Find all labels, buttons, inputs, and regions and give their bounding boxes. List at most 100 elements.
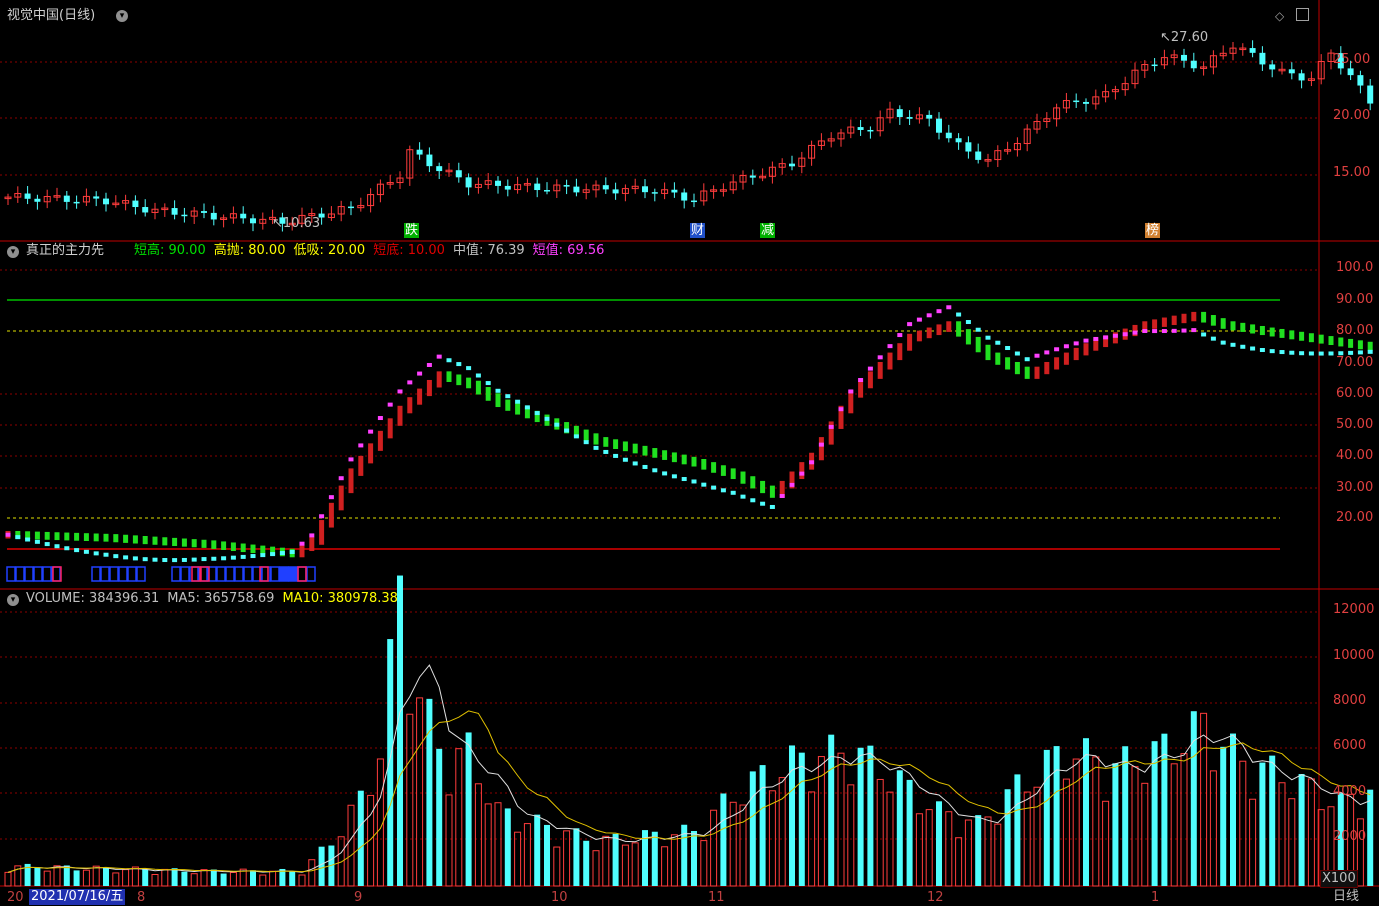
volume-bar	[906, 779, 913, 886]
indicator-bar	[240, 543, 246, 553]
indicator-bar	[573, 425, 579, 438]
candle-body	[789, 163, 795, 167]
indicator-marker	[230, 555, 236, 560]
signal-box	[42, 566, 52, 582]
volume-bar	[34, 867, 41, 886]
signal-box	[225, 566, 235, 582]
volume-values: VOLUME: 384396.31 MA5: 365758.69 MA10: 380…	[26, 591, 406, 607]
candle-body	[14, 193, 22, 198]
candle-body	[171, 208, 178, 215]
indicator-bar	[652, 448, 658, 458]
candle-body	[308, 213, 316, 216]
indicator-marker	[720, 488, 726, 493]
indicator-menu-icon[interactable]: ▾	[7, 246, 19, 258]
signal-box	[270, 566, 280, 582]
volume-bar	[1043, 749, 1050, 886]
candle-body	[553, 184, 561, 192]
indicator-marker	[1181, 328, 1187, 333]
indicator-bar	[436, 371, 442, 388]
volume-bar	[984, 816, 992, 887]
period-label[interactable]: 日线	[1333, 889, 1360, 904]
indicator-name[interactable]: 真正的主力先	[26, 243, 105, 258]
indicator-marker	[15, 535, 21, 540]
indicator-bar	[475, 380, 481, 395]
indicator-marker	[270, 552, 276, 557]
window-layout-icon[interactable]	[1296, 8, 1309, 21]
candle-body	[984, 159, 992, 162]
candle-body	[1249, 48, 1256, 53]
indicator-marker	[965, 320, 971, 325]
indicator-marker	[1318, 351, 1324, 356]
indicator-marker	[652, 468, 658, 473]
candle-body	[327, 213, 335, 219]
signal-box	[243, 566, 253, 582]
volume-bar	[92, 865, 100, 887]
indicator-marker	[956, 312, 962, 317]
volume-bar	[759, 765, 766, 886]
candle-body	[808, 144, 816, 159]
candle-body	[1092, 96, 1100, 105]
candle-body	[426, 154, 433, 167]
price-y-tick: 15.00	[1333, 165, 1371, 180]
indicator-marker	[328, 495, 334, 500]
indicator-marker	[397, 389, 403, 394]
candle-body	[474, 183, 482, 188]
indicator-bar	[828, 421, 834, 445]
volume-y-tick: 10000	[1333, 648, 1375, 663]
event-marker[interactable]: 财	[690, 223, 706, 238]
candle-body	[847, 126, 855, 134]
volume-bar	[1298, 774, 1305, 886]
volume-bar	[994, 823, 1002, 887]
indicator-bar	[818, 437, 824, 461]
candle-body	[612, 189, 619, 194]
signal-box	[207, 566, 217, 582]
volume-bar	[24, 863, 31, 886]
indicator-marker	[201, 557, 207, 562]
volume-bar	[14, 865, 22, 887]
candle-body	[573, 186, 580, 193]
indicator-bar	[426, 379, 432, 397]
candle-body	[1229, 47, 1237, 54]
candle-body	[1367, 85, 1374, 104]
indicator-bar	[848, 390, 854, 414]
indicator-bar	[1103, 335, 1109, 348]
dropdown-icon[interactable]: ▾	[116, 10, 128, 22]
indicator-bar	[1269, 327, 1275, 337]
volume-bar	[1278, 782, 1286, 887]
indicator-bar	[211, 540, 217, 549]
candle-body	[210, 212, 217, 220]
indicator-field: 低吸: 20.00	[293, 243, 366, 258]
indicator-marker	[1357, 350, 1363, 355]
diamond-icon[interactable]: ◇	[1275, 9, 1285, 23]
indicator-bar	[338, 485, 344, 511]
candle-body	[259, 218, 267, 224]
candle-body	[671, 189, 678, 193]
indicator-bar	[93, 533, 99, 542]
event-marker[interactable]: 跌	[404, 223, 420, 238]
indicator-marker	[466, 366, 472, 371]
indicator-bar	[1210, 315, 1216, 326]
volume-bar	[1161, 733, 1168, 886]
candle-body	[936, 118, 942, 133]
indicator-marker	[671, 474, 677, 479]
candle-body	[367, 194, 375, 207]
volume-field: MA5: 365758.69	[167, 591, 275, 606]
volume-menu-icon[interactable]: ▾	[7, 594, 19, 606]
indicator-marker	[1269, 349, 1275, 354]
signal-box	[118, 566, 128, 582]
volume-bar	[1151, 741, 1158, 886]
event-marker[interactable]: 榜	[1145, 223, 1161, 238]
volume-bar	[1209, 770, 1217, 887]
volume-bar	[73, 870, 80, 886]
volume-bar	[925, 809, 933, 887]
indicator-marker	[750, 498, 756, 503]
indicator-marker	[858, 378, 864, 383]
event-marker[interactable]: 减	[760, 223, 776, 238]
indicator-marker	[1122, 332, 1128, 337]
signal-box	[252, 566, 262, 582]
candle-body	[1298, 73, 1305, 81]
indicator-bar	[1083, 343, 1089, 356]
indicator-marker	[1005, 346, 1011, 351]
volume-bar	[474, 783, 482, 887]
